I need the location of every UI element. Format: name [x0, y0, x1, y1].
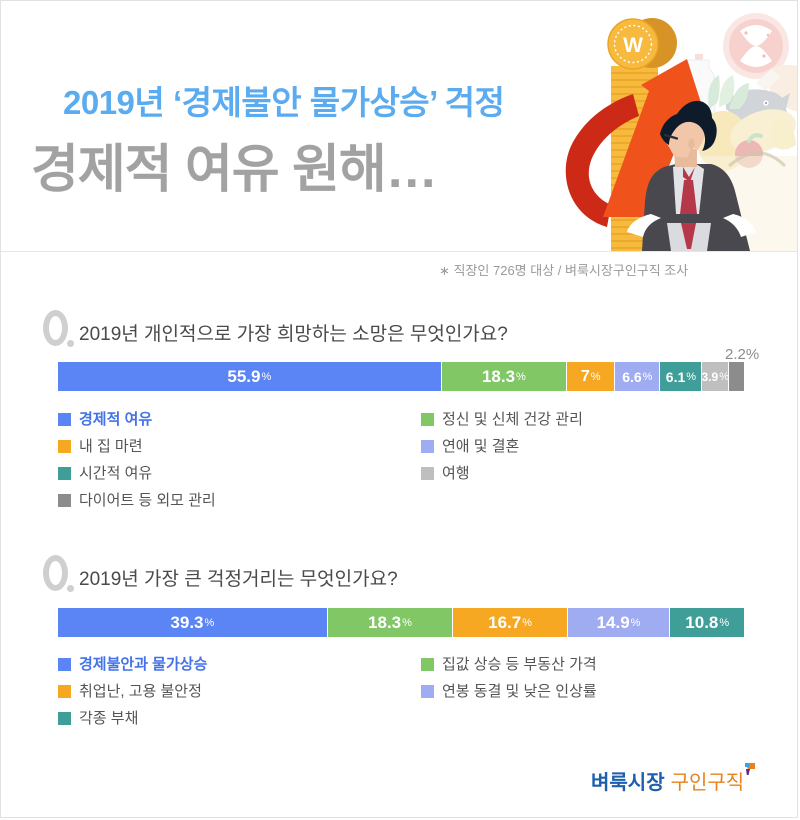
svg-text:W: W	[623, 34, 643, 57]
